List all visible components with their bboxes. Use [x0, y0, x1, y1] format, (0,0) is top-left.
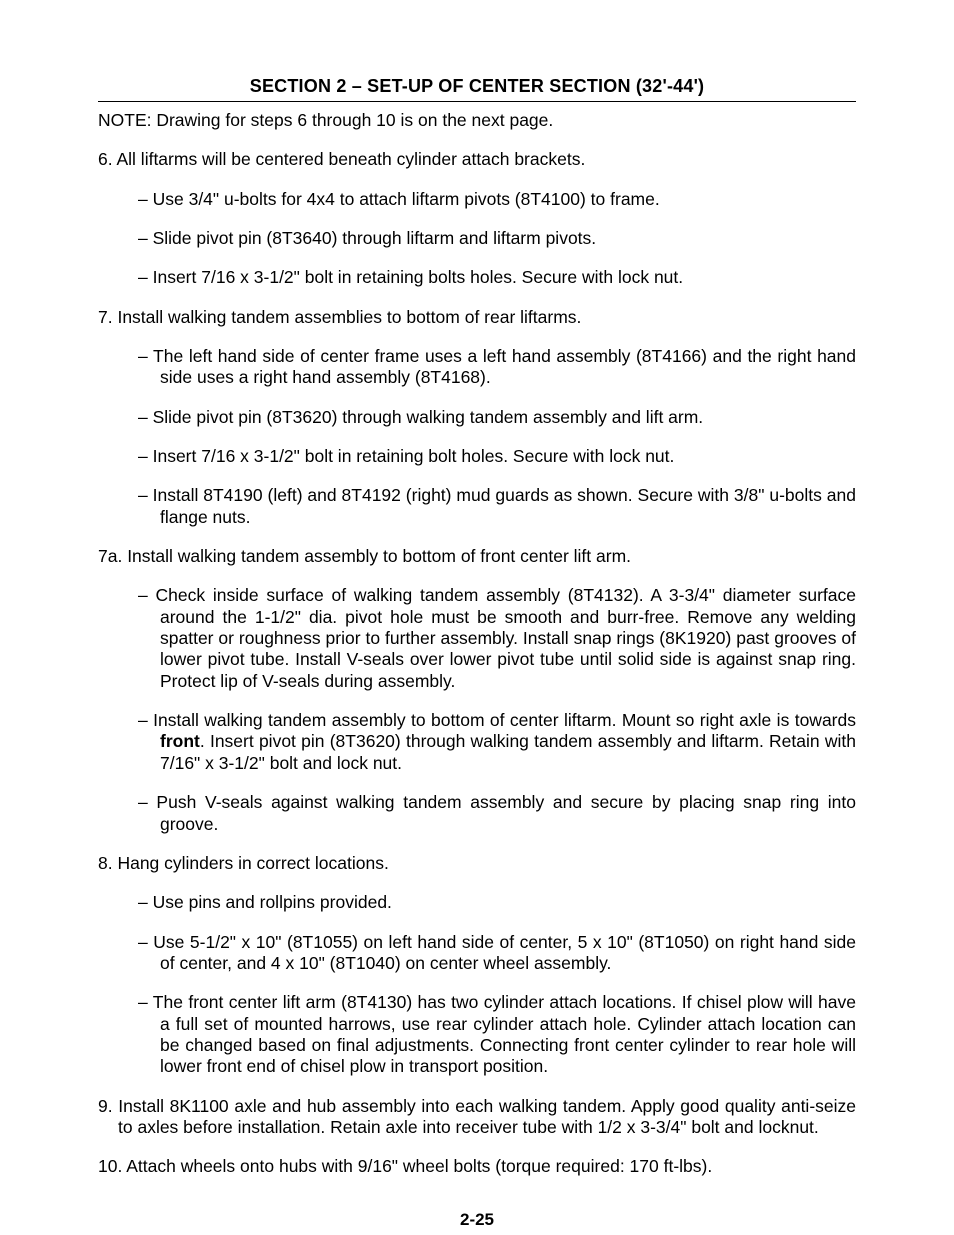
step-7a-b-pre: Install walking tandem assembly to botto…	[153, 710, 856, 730]
step-8: 8. Hang cylinders in correct locations.	[98, 853, 856, 874]
step-6-c: Insert 7/16 x 3-1/2" bolt in retaining b…	[138, 267, 856, 288]
step-10: 10. Attach wheels onto hubs with 9/16" w…	[98, 1156, 856, 1177]
step-7a-a: Check inside surface of walking tandem a…	[138, 585, 856, 692]
step-7a-b: Install walking tandem assembly to botto…	[138, 710, 856, 774]
step-8-a: Use pins and rollpins provided.	[138, 892, 856, 913]
step-8-b: Use 5-1/2" x 10" (8T1055) on left hand s…	[138, 932, 856, 975]
step-8-sublist: Use pins and rollpins provided. Use 5-1/…	[138, 892, 856, 1077]
page-number: 2-25	[98, 1210, 856, 1231]
step-7a-b-bold: front	[160, 731, 200, 751]
note-line: NOTE: Drawing for steps 6 through 10 is …	[98, 110, 856, 131]
step-6-b: Slide pivot pin (8T3640) through liftarm…	[138, 228, 856, 249]
step-7a-c: Push V-seals against walking tandem asse…	[138, 792, 856, 835]
step-9: 9. Install 8K1100 axle and hub assembly …	[98, 1096, 856, 1139]
page: SECTION 2 – SET-UP OF CENTER SECTION (32…	[0, 0, 954, 1235]
step-7a-sublist: Check inside surface of walking tandem a…	[138, 585, 856, 834]
step-7: 7. Install walking tandem assemblies to …	[98, 307, 856, 328]
step-7-sublist: The left hand side of center frame uses …	[138, 346, 856, 528]
step-7-c: Insert 7/16 x 3-1/2" bolt in retaining b…	[138, 446, 856, 467]
step-6: 6. All liftarms will be centered beneath…	[98, 149, 856, 170]
step-7a-b-post: . Insert pivot pin (8T3620) through walk…	[160, 731, 856, 772]
step-7-b: Slide pivot pin (8T3620) through walking…	[138, 407, 856, 428]
step-8-c: The front center lift arm (8T4130) has t…	[138, 992, 856, 1077]
step-7-d: Install 8T4190 (left) and 8T4192 (right)…	[138, 485, 856, 528]
step-7-a: The left hand side of center frame uses …	[138, 346, 856, 389]
section-header: SECTION 2 – SET-UP OF CENTER SECTION (32…	[98, 76, 856, 102]
step-7a: 7a. Install walking tandem assembly to b…	[98, 546, 856, 567]
step-6-sublist: Use 3/4" u-bolts for 4x4 to attach lifta…	[138, 189, 856, 289]
step-6-a: Use 3/4" u-bolts for 4x4 to attach lifta…	[138, 189, 856, 210]
